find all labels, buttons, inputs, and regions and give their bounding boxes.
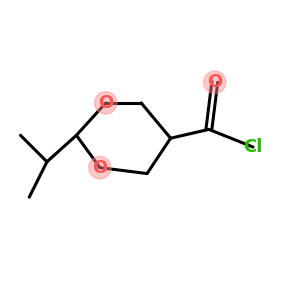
Circle shape [204,71,226,94]
Text: O: O [98,94,113,112]
Text: O: O [207,73,222,91]
Text: O: O [92,159,108,177]
Circle shape [89,157,111,179]
Text: Cl: Cl [243,138,263,156]
Circle shape [94,92,117,114]
